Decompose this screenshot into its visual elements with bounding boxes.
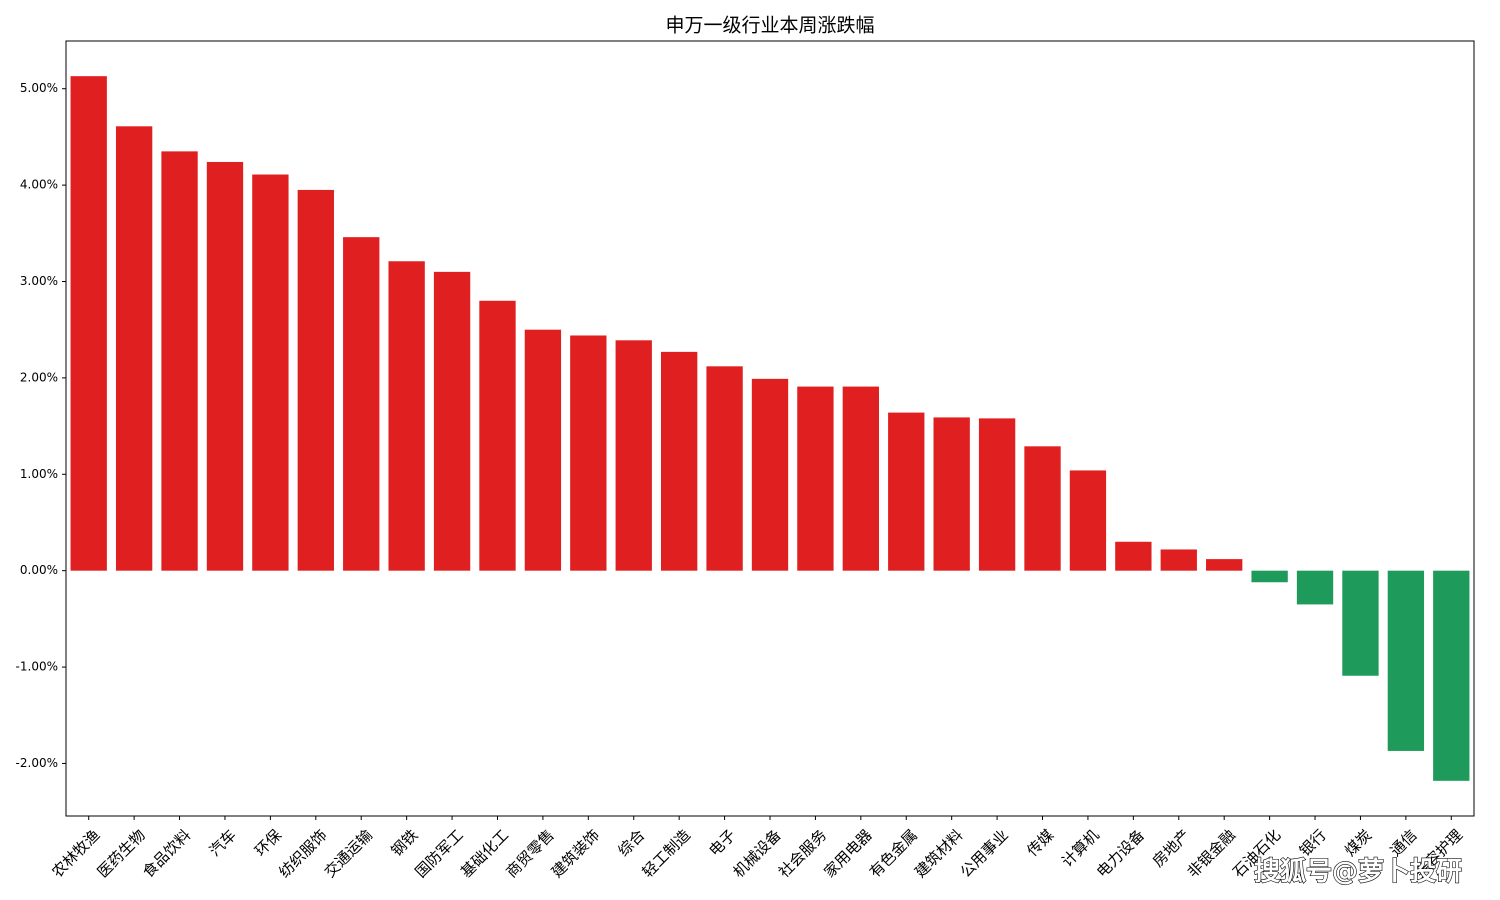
y-tick-label: -1.00%	[16, 660, 58, 674]
bar	[888, 412, 925, 571]
y-tick-label: 0.00%	[20, 563, 58, 577]
x-tick-label: 银行	[1296, 826, 1330, 860]
x-tick-label: 环保	[251, 826, 285, 860]
x-tick-label: 农林牧渔	[48, 826, 103, 881]
x-tick-label: 计算机	[1058, 826, 1103, 871]
x-tick-label: 钢铁	[387, 826, 421, 860]
x-tick-label: 机械设备	[730, 826, 785, 881]
bar	[933, 417, 970, 571]
bar	[1387, 570, 1425, 751]
x-tick-label: 汽车	[206, 826, 240, 860]
y-tick-label: 3.00%	[20, 274, 58, 288]
bar	[978, 418, 1016, 571]
x-tick-label: 传媒	[1023, 826, 1057, 860]
x-tick-label: 国防军工	[412, 826, 467, 881]
x-tick-label: 家用电器	[820, 826, 875, 881]
x-tick-label: 建筑材料	[911, 826, 966, 881]
x-tick-label: 交通运输	[321, 826, 376, 881]
bar	[388, 261, 425, 571]
bar	[706, 366, 743, 571]
x-tick-label: 电子	[705, 826, 739, 860]
x-tick-label: 公用事业	[957, 826, 1012, 881]
x-tick-label: 商贸零售	[502, 826, 557, 881]
bar	[1251, 570, 1288, 583]
x-tick-label: 食品饮料	[139, 826, 194, 881]
bar	[252, 174, 289, 571]
bar	[1160, 549, 1197, 571]
bar	[842, 386, 880, 571]
bar	[1342, 570, 1379, 676]
bar	[1115, 541, 1152, 571]
bar	[433, 271, 471, 571]
bar	[297, 189, 334, 571]
y-tick-label: 4.00%	[20, 178, 58, 192]
bar	[524, 329, 562, 571]
x-tick-label: 医药生物	[94, 826, 149, 881]
y-tick-label: 1.00%	[20, 467, 58, 481]
x-tick-label: 社会服务	[775, 826, 830, 881]
y-tick-label: 2.00%	[20, 370, 58, 384]
x-tick-label: 综合	[615, 826, 649, 860]
bar	[161, 151, 198, 571]
x-tick-label: 非银金融	[1184, 826, 1239, 881]
x-tick-label: 通信	[1387, 826, 1421, 860]
bar	[70, 76, 107, 571]
watermark: 搜狐号@萝卜投研	[1254, 857, 1462, 887]
bar	[570, 335, 607, 571]
y-tick-label: 5.00%	[20, 81, 58, 95]
bar	[479, 300, 516, 571]
bar	[343, 237, 380, 571]
bar	[1069, 470, 1107, 571]
x-tick-label: 纺织服饰	[275, 826, 330, 881]
x-tick-label: 有色金属	[866, 826, 921, 881]
bar	[115, 126, 153, 571]
bar	[660, 351, 698, 571]
bar	[206, 161, 244, 571]
bar	[1206, 559, 1243, 571]
x-tick-label: 房地产	[1149, 826, 1194, 871]
y-tick-label: -2.00%	[16, 756, 58, 770]
bar	[1296, 570, 1334, 605]
bar	[1024, 446, 1061, 571]
bar	[751, 378, 789, 571]
x-tick-label: 基础化工	[457, 826, 512, 881]
chart-title: 申万一级行业本周涨跌幅	[665, 15, 874, 37]
x-tick-label: 煤炭	[1341, 826, 1375, 860]
bar	[615, 340, 652, 571]
bar	[797, 386, 834, 571]
x-tick-label: 轻工制造	[639, 826, 694, 881]
x-tick-label: 建筑装饰	[548, 826, 603, 881]
bar	[1433, 570, 1470, 781]
x-tick-label: 电力设备	[1093, 826, 1148, 881]
